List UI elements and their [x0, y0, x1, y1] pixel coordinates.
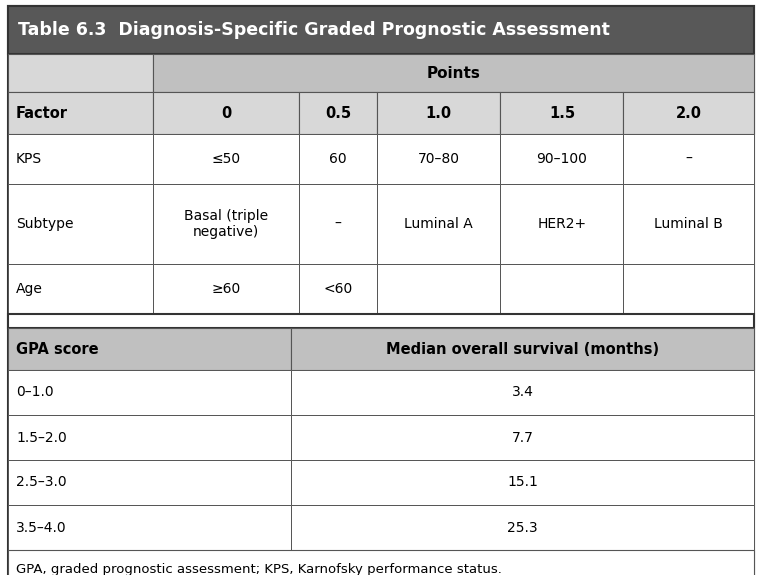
Bar [153, 184, 299, 264]
Bar [292, 370, 754, 415]
Bar [377, 92, 501, 134]
Text: ≤50: ≤50 [212, 152, 241, 166]
Bar [153, 54, 754, 92]
Text: ≥60: ≥60 [212, 282, 241, 296]
Text: 60: 60 [329, 152, 347, 166]
Text: 15.1: 15.1 [507, 476, 538, 489]
Text: 0: 0 [221, 105, 232, 121]
Bar [8, 134, 153, 184]
Text: 25.3: 25.3 [507, 520, 538, 535]
Bar [8, 328, 292, 370]
Text: Factor: Factor [16, 105, 68, 121]
Bar [377, 264, 501, 314]
Text: 1.0: 1.0 [426, 105, 452, 121]
Bar [8, 184, 153, 264]
Text: 90–100: 90–100 [536, 152, 588, 166]
Text: 0.5: 0.5 [325, 105, 351, 121]
Text: Table 6.3  Diagnosis-Specific Graded Prognostic Assessment: Table 6.3 Diagnosis-Specific Graded Prog… [18, 21, 610, 39]
Text: Median overall survival (months): Median overall survival (months) [386, 342, 659, 356]
Text: –: – [335, 217, 341, 231]
Text: <60: <60 [324, 282, 353, 296]
Bar [299, 134, 377, 184]
Bar [623, 92, 754, 134]
Text: Basal (triple
negative): Basal (triple negative) [184, 209, 268, 239]
Bar [501, 184, 623, 264]
Text: 3.5–4.0: 3.5–4.0 [16, 520, 66, 535]
Bar [8, 314, 754, 328]
Bar [153, 264, 299, 314]
Bar [623, 134, 754, 184]
Text: Luminal A: Luminal A [405, 217, 473, 231]
Text: Points: Points [427, 66, 481, 80]
Bar [8, 460, 292, 505]
Text: Age: Age [16, 282, 43, 296]
Text: 70–80: 70–80 [418, 152, 459, 166]
Text: GPA, graded prognostic assessment; KPS, Karnofsky performance status.: GPA, graded prognostic assessment; KPS, … [16, 562, 502, 575]
Text: 1.5–2.0: 1.5–2.0 [16, 431, 67, 444]
Bar [292, 415, 754, 460]
Bar [8, 415, 292, 460]
Text: 1.5: 1.5 [549, 105, 575, 121]
Bar [153, 134, 299, 184]
Bar [299, 92, 377, 134]
Bar [501, 264, 623, 314]
Text: 0–1.0: 0–1.0 [16, 385, 53, 400]
Bar [8, 54, 153, 92]
Bar [623, 264, 754, 314]
Text: 2.5–3.0: 2.5–3.0 [16, 476, 66, 489]
Text: 3.4: 3.4 [512, 385, 533, 400]
Bar [8, 6, 754, 54]
Bar [8, 550, 754, 575]
Text: –: – [685, 152, 692, 166]
Bar [501, 134, 623, 184]
Text: 7.7: 7.7 [512, 431, 533, 444]
Bar [299, 264, 377, 314]
Bar [292, 460, 754, 505]
Bar [299, 184, 377, 264]
Bar [623, 184, 754, 264]
Text: Subtype: Subtype [16, 217, 73, 231]
Bar [292, 505, 754, 550]
Text: Luminal B: Luminal B [655, 217, 723, 231]
Bar [8, 264, 153, 314]
Bar [377, 134, 501, 184]
Text: KPS: KPS [16, 152, 42, 166]
Text: GPA score: GPA score [16, 342, 98, 356]
Bar [292, 328, 754, 370]
Bar [377, 184, 501, 264]
Bar [501, 92, 623, 134]
Text: HER2+: HER2+ [537, 217, 587, 231]
Bar [8, 505, 292, 550]
Bar [8, 92, 153, 134]
Bar [153, 92, 299, 134]
Text: 2.0: 2.0 [676, 105, 702, 121]
Bar [8, 370, 292, 415]
